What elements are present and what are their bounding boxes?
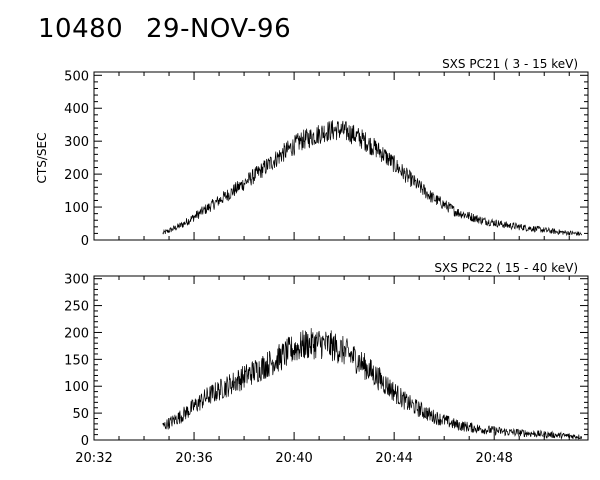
panel-title: SXS PC21 ( 3 - 15 keV): [442, 57, 578, 71]
obs-number: 10480: [38, 14, 124, 44]
y-tick-label: 100: [64, 201, 89, 216]
x-tick-label: 20:32: [75, 451, 112, 466]
y-tick-label: 0: [81, 434, 89, 449]
y-tick-label: 400: [64, 102, 89, 117]
y-tick-label: 200: [64, 168, 89, 183]
y-tick-label: 0: [81, 234, 89, 249]
y-tick-label: 300: [64, 273, 89, 288]
page-title: 10480 29-NOV-96: [38, 14, 291, 44]
y-tick-label: 500: [64, 69, 89, 84]
x-tick-label: 20:36: [175, 451, 212, 466]
series-line: [162, 120, 583, 237]
plot-frame: [93, 275, 589, 441]
y-tick-label: 150: [64, 353, 89, 368]
y-axis-label: CTS/SEC: [35, 133, 49, 184]
x-tick-label: 20:44: [375, 451, 412, 466]
y-tick-label: 200: [64, 326, 89, 341]
x-tick-label: 20:40: [275, 451, 312, 466]
y-tick-label: 50: [72, 407, 89, 422]
y-tick-label: 100: [64, 380, 89, 395]
plot-frame: [93, 71, 589, 241]
x-tick-label: 20:48: [475, 451, 512, 466]
y-tick-label: 250: [64, 300, 89, 315]
obs-date: 29-NOV-96: [145, 14, 292, 44]
series-line: [162, 328, 583, 441]
y-tick-label: 300: [64, 135, 89, 150]
panel-title: SXS PC22 ( 15 - 40 keV): [434, 261, 578, 275]
